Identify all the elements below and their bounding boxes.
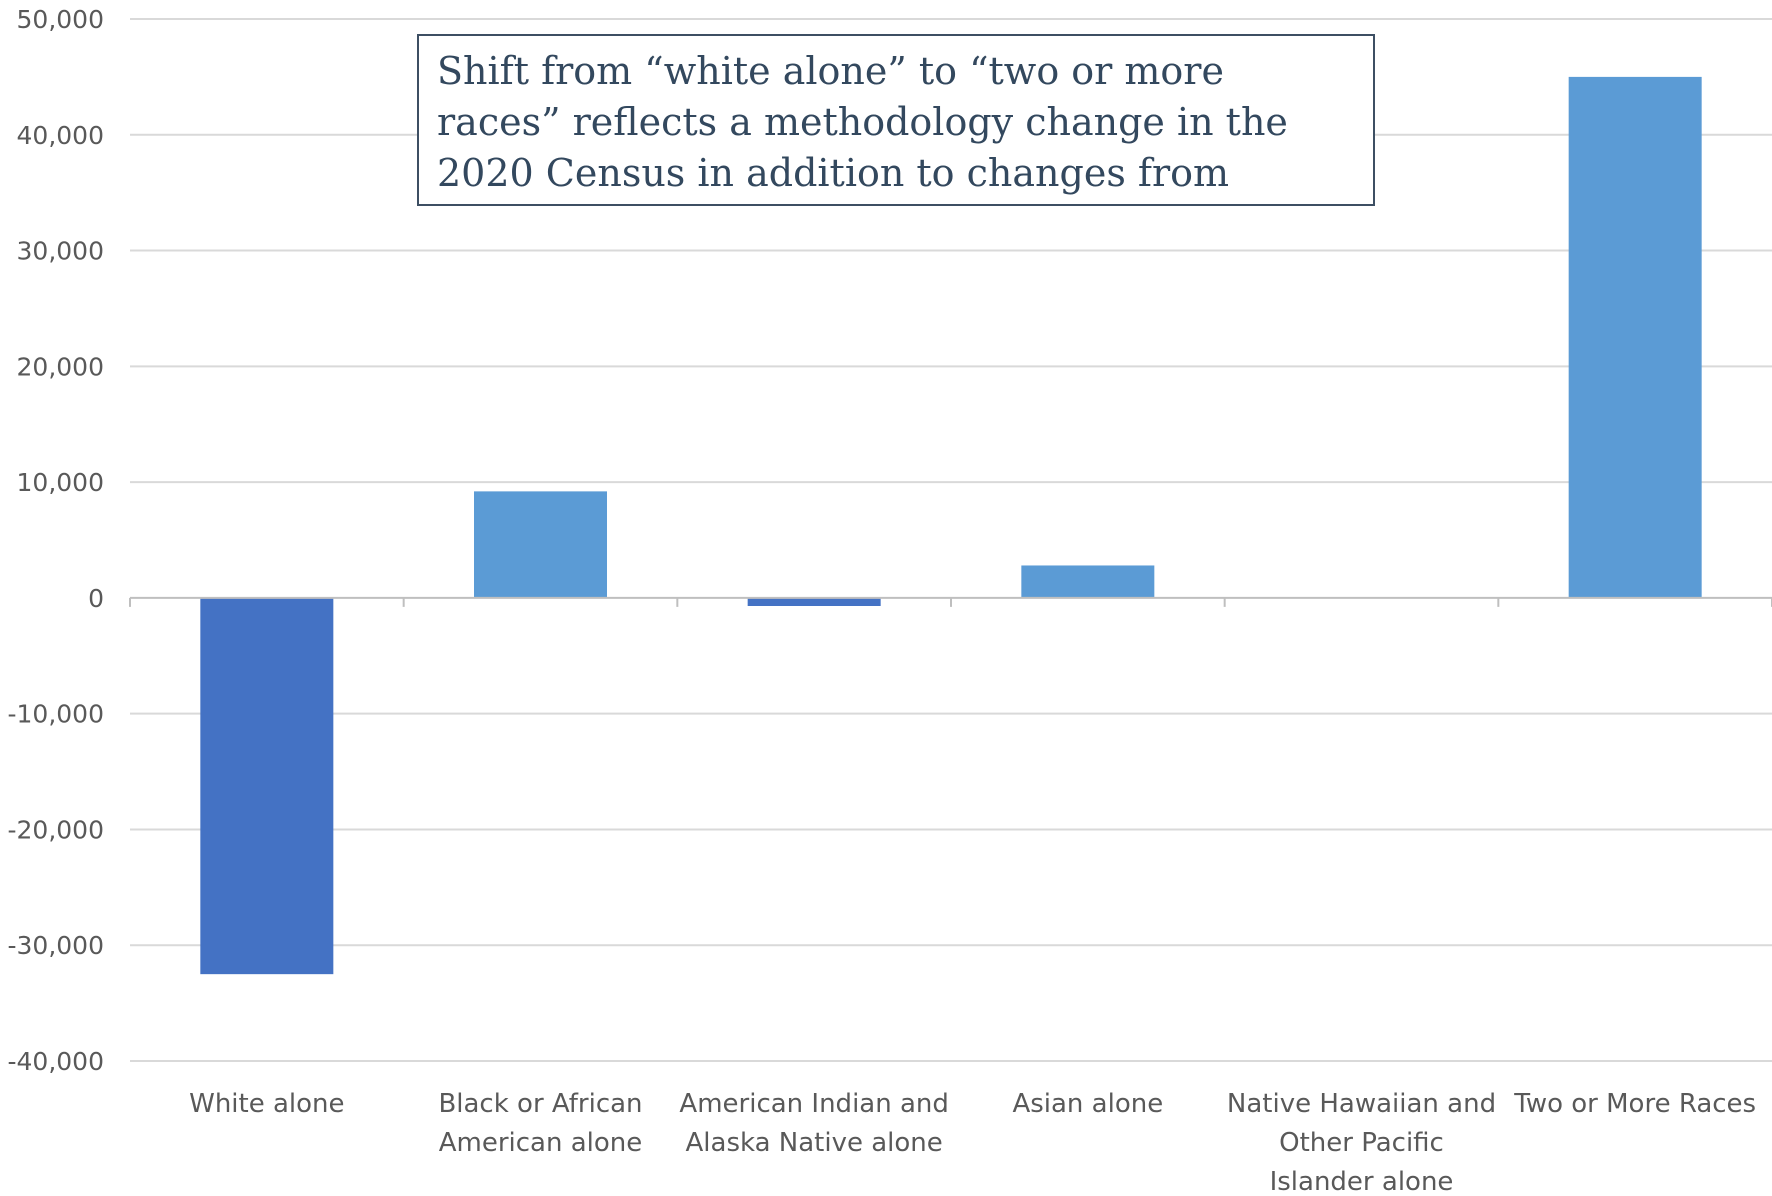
x-category-label: White alone	[189, 1089, 344, 1119]
x-category-label: Two or More Races	[1513, 1089, 1756, 1119]
y-tick-label: -20,000	[8, 815, 105, 844]
bar	[1021, 565, 1155, 598]
bar	[1568, 76, 1702, 598]
bars	[200, 76, 1702, 975]
gridlines	[130, 18, 1772, 1062]
y-tick-label: 40,000	[17, 121, 104, 150]
x-category-label: Black or African American alone	[438, 1089, 642, 1158]
y-tick-label: -40,000	[8, 1047, 105, 1076]
x-axis-category-labels: White alone Black or African American alon…	[189, 1089, 1756, 1196]
y-tick-label: -10,000	[8, 700, 105, 729]
x-category-label: Asian alone	[1012, 1089, 1163, 1119]
x-category-label: American Indian and Alaska Native alone	[679, 1089, 948, 1158]
bar	[200, 597, 334, 975]
annotation-box: Shift from “white alone” to “two or more…	[417, 34, 1375, 206]
y-tick-label: 10,000	[17, 468, 104, 497]
bar	[474, 491, 607, 598]
y-tick-label: 30,000	[17, 237, 104, 266]
y-tick-label: 20,000	[17, 352, 104, 381]
bar	[747, 597, 881, 606]
y-axis-tick-labels: 50,000 40,000 30,000 20,000 10,000 0 -10,000 -2…	[8, 5, 105, 1076]
y-tick-label: 0	[88, 584, 104, 613]
x-axis-line	[129, 596, 1772, 607]
y-tick-label: -30,000	[8, 931, 105, 960]
x-category-label: Native Hawaiian and Other Pacific Islander…	[1227, 1089, 1496, 1196]
y-tick-label: 50,000	[17, 5, 104, 34]
